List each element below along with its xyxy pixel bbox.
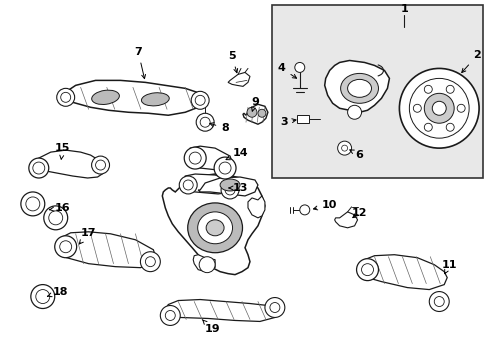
Circle shape (21, 192, 45, 216)
Circle shape (31, 285, 55, 309)
Circle shape (337, 141, 351, 155)
Text: 9: 9 (250, 97, 258, 111)
Circle shape (428, 292, 448, 311)
Circle shape (26, 197, 40, 211)
Circle shape (183, 180, 193, 190)
Text: 11: 11 (441, 260, 456, 274)
Bar (271, 5, 482, 178)
Circle shape (145, 257, 155, 267)
Text: 16: 16 (49, 203, 70, 213)
Circle shape (55, 236, 77, 258)
Circle shape (179, 176, 197, 194)
Circle shape (246, 107, 256, 117)
Polygon shape (35, 150, 105, 178)
Polygon shape (162, 300, 279, 321)
Circle shape (214, 157, 236, 179)
Circle shape (264, 298, 285, 318)
Text: 6: 6 (349, 150, 363, 160)
Circle shape (160, 306, 180, 325)
Circle shape (446, 123, 453, 131)
Polygon shape (198, 177, 258, 196)
Circle shape (431, 101, 446, 115)
Polygon shape (186, 146, 232, 170)
Circle shape (91, 156, 109, 174)
Ellipse shape (206, 220, 224, 236)
Circle shape (61, 92, 71, 102)
Circle shape (57, 88, 75, 106)
Text: 1: 1 (400, 4, 407, 14)
Circle shape (221, 181, 239, 199)
Text: 18: 18 (47, 287, 68, 297)
Circle shape (433, 297, 443, 306)
Circle shape (299, 205, 309, 215)
Polygon shape (227, 72, 249, 86)
Circle shape (95, 160, 105, 170)
Polygon shape (324, 60, 388, 112)
Text: 15: 15 (55, 143, 70, 159)
Circle shape (199, 257, 215, 273)
Circle shape (294, 62, 304, 72)
Circle shape (456, 104, 464, 112)
Text: 12: 12 (351, 208, 366, 218)
Text: 4: 4 (277, 63, 296, 78)
Circle shape (224, 185, 235, 195)
Circle shape (446, 85, 453, 93)
Text: 13: 13 (228, 183, 247, 193)
Circle shape (140, 252, 160, 272)
Circle shape (412, 104, 421, 112)
Ellipse shape (141, 93, 169, 106)
Polygon shape (193, 255, 215, 272)
Circle shape (33, 162, 45, 174)
Text: 10: 10 (313, 200, 337, 210)
Polygon shape (59, 80, 205, 115)
Circle shape (49, 211, 62, 225)
Polygon shape (59, 232, 155, 268)
Polygon shape (334, 212, 357, 228)
Circle shape (189, 152, 201, 164)
Circle shape (424, 123, 431, 131)
Circle shape (200, 117, 210, 127)
Text: 17: 17 (79, 228, 96, 244)
Polygon shape (180, 174, 235, 194)
Circle shape (219, 162, 230, 174)
Circle shape (196, 113, 214, 131)
Ellipse shape (197, 212, 232, 244)
Circle shape (29, 158, 49, 178)
Bar (296, 115, 308, 123)
Polygon shape (247, 196, 264, 218)
Polygon shape (243, 104, 267, 124)
Text: 3: 3 (280, 117, 295, 127)
Circle shape (36, 289, 50, 303)
Circle shape (44, 206, 67, 230)
Circle shape (165, 310, 175, 320)
Circle shape (191, 91, 209, 109)
Ellipse shape (187, 203, 242, 253)
Circle shape (361, 264, 373, 276)
Text: 8: 8 (209, 123, 228, 133)
Circle shape (195, 95, 205, 105)
Polygon shape (162, 174, 264, 275)
Ellipse shape (340, 73, 378, 103)
Text: 5: 5 (228, 51, 237, 73)
Ellipse shape (347, 80, 371, 97)
Polygon shape (359, 255, 447, 289)
Circle shape (408, 78, 468, 138)
Circle shape (347, 105, 361, 119)
Circle shape (424, 85, 431, 93)
Text: 7: 7 (134, 48, 145, 78)
Circle shape (424, 93, 453, 123)
Circle shape (184, 147, 206, 169)
Ellipse shape (92, 90, 119, 104)
Text: 2: 2 (461, 50, 480, 72)
Circle shape (258, 109, 265, 117)
Circle shape (356, 259, 378, 280)
Ellipse shape (220, 179, 240, 191)
Circle shape (341, 145, 347, 151)
Text: 19: 19 (202, 320, 220, 334)
Circle shape (269, 302, 279, 312)
Circle shape (399, 68, 478, 148)
Text: 14: 14 (225, 148, 247, 160)
Circle shape (60, 241, 72, 253)
